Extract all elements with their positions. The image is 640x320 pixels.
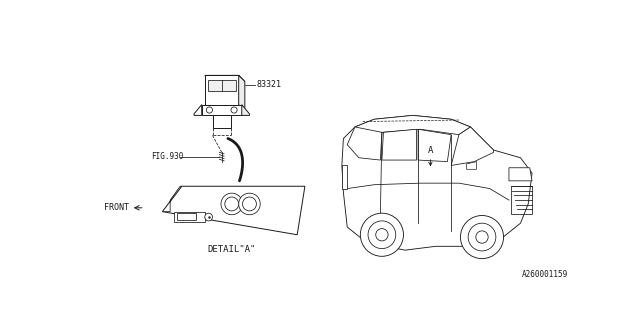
Polygon shape <box>194 105 202 116</box>
Polygon shape <box>509 168 532 181</box>
Polygon shape <box>342 116 532 250</box>
Polygon shape <box>177 213 196 220</box>
Text: FRONT: FRONT <box>104 203 129 212</box>
Circle shape <box>460 215 504 259</box>
Polygon shape <box>451 127 493 165</box>
Polygon shape <box>467 162 477 169</box>
Circle shape <box>231 107 237 113</box>
Circle shape <box>243 197 257 211</box>
Polygon shape <box>418 129 451 162</box>
Polygon shape <box>208 80 236 91</box>
Polygon shape <box>242 105 250 116</box>
Circle shape <box>225 197 239 211</box>
Circle shape <box>468 223 496 251</box>
Text: FIG.930: FIG.930 <box>151 153 183 162</box>
Circle shape <box>376 228 388 241</box>
Polygon shape <box>342 165 348 188</box>
Text: 83321: 83321 <box>257 80 282 89</box>
Text: A: A <box>428 147 433 156</box>
Polygon shape <box>163 186 305 235</box>
Circle shape <box>476 231 488 243</box>
Polygon shape <box>163 186 182 212</box>
Polygon shape <box>174 212 205 222</box>
Text: DETAIL"A": DETAIL"A" <box>207 245 256 254</box>
Polygon shape <box>382 129 417 160</box>
Polygon shape <box>348 127 382 160</box>
Circle shape <box>239 193 260 215</box>
Polygon shape <box>205 75 245 82</box>
Circle shape <box>205 213 212 221</box>
Polygon shape <box>355 116 470 139</box>
Circle shape <box>360 213 403 256</box>
Polygon shape <box>212 116 231 128</box>
Polygon shape <box>205 75 239 105</box>
Circle shape <box>368 221 396 249</box>
Circle shape <box>221 193 243 215</box>
Polygon shape <box>239 75 245 111</box>
Polygon shape <box>202 105 242 116</box>
Text: A260001159: A260001159 <box>522 270 568 279</box>
Circle shape <box>206 107 212 113</box>
